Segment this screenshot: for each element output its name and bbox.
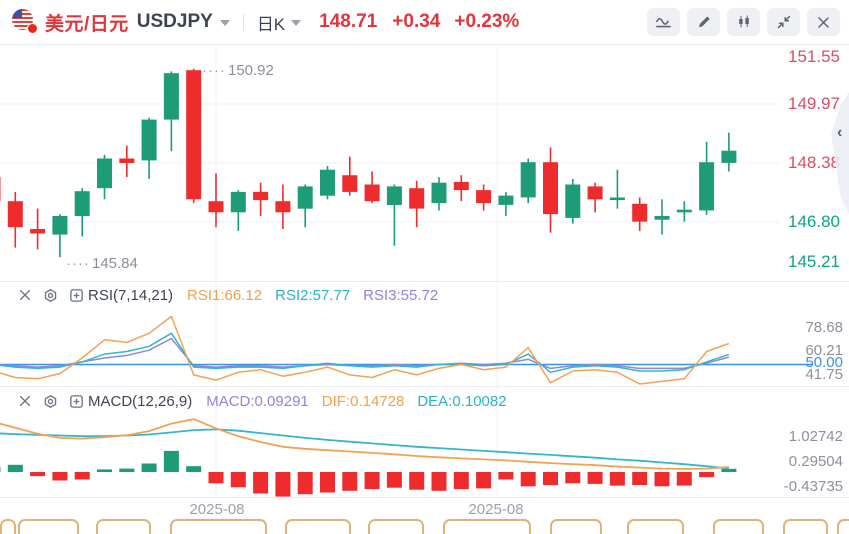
period-button[interactable] (550, 519, 602, 534)
price-axis-label: 151.55 (788, 47, 840, 66)
gear-icon (44, 394, 57, 408)
price-axis-label: 148.38 (788, 153, 840, 172)
high-price-annotation: ···· 150.92 (202, 62, 274, 79)
period-button[interactable] (627, 519, 684, 534)
rsi3-value: RSI3:55.72 (363, 286, 439, 304)
macd-value: MACD:0.09291 (206, 392, 309, 410)
pair-name-chinese: 美元/日元 (45, 13, 129, 35)
draw-pencil-button[interactable] (687, 8, 720, 36)
indicator-axis-label: 78.68 (805, 319, 843, 336)
candlestick-style-button[interactable] (727, 8, 760, 36)
price-change-percent: +0.23% (454, 11, 520, 32)
pair-dropdown-chevron-down-icon[interactable] (219, 20, 230, 26)
time-axis-label: 2025-08 (468, 501, 524, 518)
rsi-expand-button[interactable] (69, 288, 84, 303)
collapse-arrows-icon (777, 15, 790, 29)
period-button[interactable] (368, 519, 424, 534)
indicator-axis-label: 60.21 (805, 342, 843, 359)
macd-settings-button[interactable] (43, 394, 58, 409)
rsi-indicator-header: RSI(7,14,21) RSI1:66.12 RSI2:57.77 RSI3:… (18, 284, 451, 306)
period-button[interactable] (837, 519, 849, 534)
usdjpy-pair-flag-icon (12, 9, 38, 35)
separator (242, 13, 244, 31)
plus-square-icon (70, 288, 83, 302)
chevron-left-icon: ‹ (837, 124, 843, 141)
indicator-axis-label: 0.29504 (788, 453, 843, 470)
rsi-remove-button[interactable] (18, 288, 32, 302)
indicator-axis-label: -0.43735 (783, 478, 843, 495)
indicator-axis-label: 1.02742 (788, 428, 843, 445)
indicator-wave-icon (656, 17, 671, 27)
time-axis-label: 2025-08 (189, 501, 245, 518)
rsi-settings-button[interactable] (43, 288, 58, 303)
close-icon (19, 395, 31, 407)
period-button[interactable] (96, 519, 151, 534)
main-chart-bottom-divider (0, 281, 849, 282)
period-selector-label[interactable]: 日K (256, 14, 286, 34)
period-button[interactable] (170, 519, 267, 534)
price-axis-label: 145.21 (788, 252, 840, 271)
high-price-value: 150.92 (227, 62, 274, 79)
period-button[interactable] (783, 519, 828, 534)
rsi2-value: RSI2:57.77 (275, 286, 351, 304)
gear-icon (44, 288, 57, 302)
price-axis-label: 149.97 (788, 94, 840, 113)
low-price-annotation: ···· 145.84 (66, 255, 138, 272)
chart-toolbar (647, 8, 840, 36)
pencil-icon (698, 16, 710, 28)
period-button[interactable] (0, 519, 16, 534)
dea-value: DEA:0.10082 (417, 392, 507, 410)
price-change: +0.34 (392, 11, 441, 32)
indicator-axis-label: 50.00 (805, 354, 843, 371)
period-button[interactable] (285, 519, 351, 534)
pair-code: USDJPY (136, 11, 213, 32)
price-axis-label: 146.80 (788, 212, 840, 231)
close-chart-button[interactable] (807, 8, 840, 36)
macd-indicator-header: MACD(12,26,9) MACD:0.09291 DIF:0.14728 D… (18, 390, 520, 412)
plus-square-icon (70, 394, 83, 408)
period-dropdown-chevron-down-icon[interactable] (291, 20, 302, 26)
period-button[interactable] (18, 519, 79, 534)
macd-title: MACD(12,26,9) (88, 392, 193, 410)
period-button[interactable] (443, 519, 531, 534)
rsi-title: RSI(7,14,21) (88, 286, 174, 304)
rsi-panel-bottom-divider (0, 386, 849, 387)
last-price: 148.71 (319, 11, 378, 32)
close-icon (818, 16, 829, 28)
indicator-axis-label: 41.75 (805, 366, 843, 383)
annotation-leader-dots: ···· (66, 255, 90, 272)
macd-expand-button[interactable] (69, 394, 84, 409)
rsi1-value: RSI1:66.12 (187, 286, 263, 304)
macd-remove-button[interactable] (18, 394, 32, 408)
collapse-button[interactable] (767, 8, 800, 36)
candlestick-icon (738, 15, 749, 28)
indicator-wave-button[interactable] (647, 8, 680, 36)
low-price-value: 145.84 (91, 255, 138, 272)
close-icon (19, 289, 31, 301)
top-bar: 美元/日元 USDJPY 日K 148.71 +0.34 +0.23% (0, 0, 849, 45)
dif-value: DIF:0.14728 (321, 392, 405, 410)
macd-panel-bottom-divider (0, 497, 849, 498)
period-button[interactable] (713, 519, 764, 534)
annotation-leader-dots: ···· (202, 62, 226, 79)
